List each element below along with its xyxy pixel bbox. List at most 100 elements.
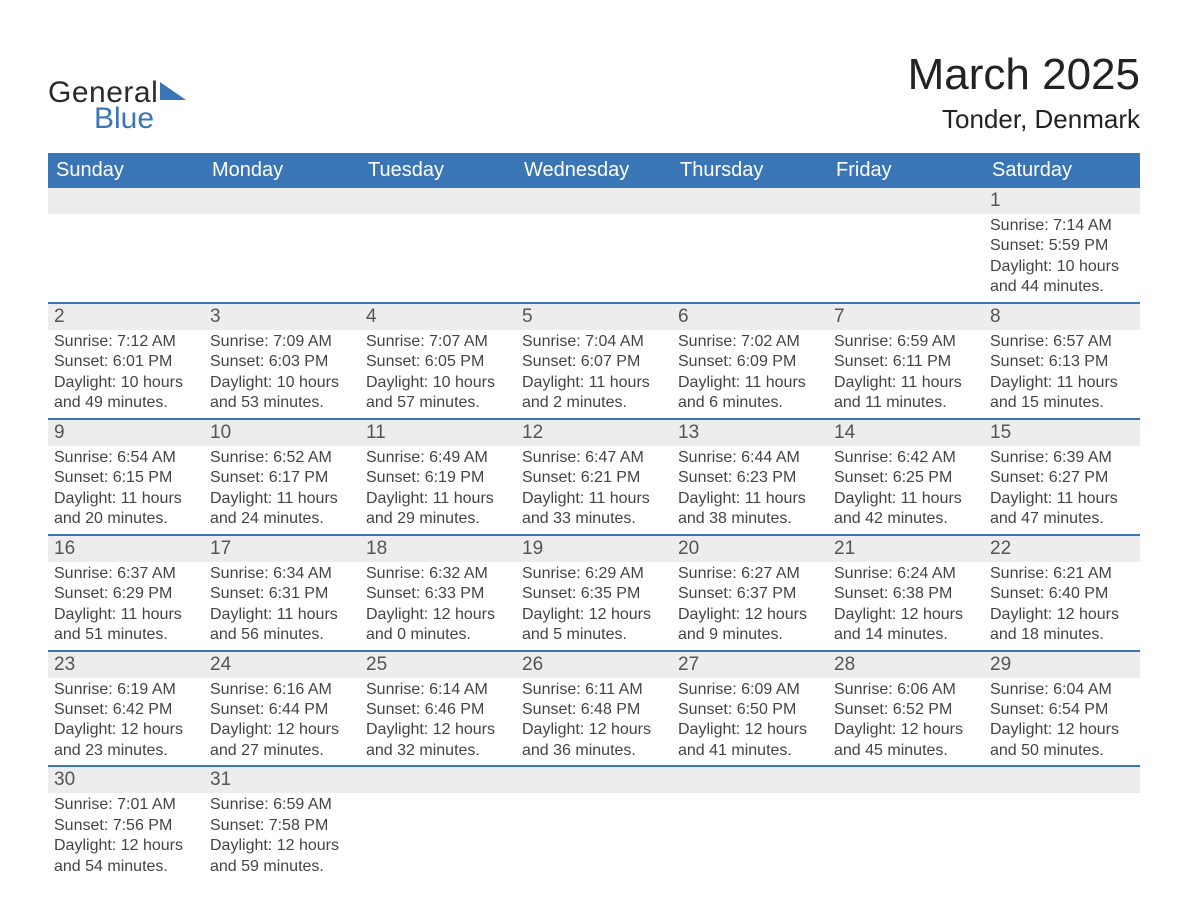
day-number: 2: [48, 304, 204, 330]
sunrise-text: Sunrise: 6:52 AM: [210, 448, 354, 468]
day-number: [828, 188, 984, 214]
day-number: 6: [672, 304, 828, 330]
day-number: 31: [204, 767, 360, 793]
day-cell: 11Sunrise: 6:49 AMSunset: 6:19 PMDayligh…: [360, 420, 516, 534]
day-details: Sunrise: 6:59 AMSunset: 7:58 PMDaylight:…: [204, 793, 360, 881]
day-number: 19: [516, 536, 672, 562]
day-number: 7: [828, 304, 984, 330]
day-details: [48, 214, 204, 220]
day-cell: 31Sunrise: 6:59 AMSunset: 7:58 PMDayligh…: [204, 767, 360, 881]
day-number: 12: [516, 420, 672, 446]
sunrise-text: Sunrise: 6:06 AM: [834, 680, 978, 700]
day-cell: 29Sunrise: 6:04 AMSunset: 6:54 PMDayligh…: [984, 652, 1140, 766]
week-row: 30Sunrise: 7:01 AMSunset: 7:56 PMDayligh…: [48, 765, 1140, 881]
location-label: Tonder, Denmark: [908, 104, 1140, 135]
dow-thursday: Thursday: [672, 153, 828, 188]
day-number: 23: [48, 652, 204, 678]
sunrise-text: Sunrise: 6:47 AM: [522, 448, 666, 468]
day-details: Sunrise: 7:04 AMSunset: 6:07 PMDaylight:…: [516, 330, 672, 418]
dow-friday: Friday: [828, 153, 984, 188]
day-details: Sunrise: 6:21 AMSunset: 6:40 PMDaylight:…: [984, 562, 1140, 650]
sunset-text: Sunset: 6:44 PM: [210, 700, 354, 720]
day-number: [48, 188, 204, 214]
day-number: 1: [984, 188, 1140, 214]
day-cell: 5Sunrise: 7:04 AMSunset: 6:07 PMDaylight…: [516, 304, 672, 418]
sunset-text: Sunset: 5:59 PM: [990, 236, 1134, 256]
day-details: Sunrise: 6:06 AMSunset: 6:52 PMDaylight:…: [828, 678, 984, 766]
day-details: Sunrise: 6:49 AMSunset: 6:19 PMDaylight:…: [360, 446, 516, 534]
sunset-text: Sunset: 6:52 PM: [834, 700, 978, 720]
sunrise-text: Sunrise: 7:09 AM: [210, 332, 354, 352]
daylight-text: Daylight: 11 hours and 15 minutes.: [990, 373, 1134, 414]
sunset-text: Sunset: 6:09 PM: [678, 352, 822, 372]
week-row: 2Sunrise: 7:12 AMSunset: 6:01 PMDaylight…: [48, 302, 1140, 418]
day-cell: 16Sunrise: 6:37 AMSunset: 6:29 PMDayligh…: [48, 536, 204, 650]
day-number: 20: [672, 536, 828, 562]
brand-logo: General Blue: [48, 78, 186, 134]
day-cell: [672, 767, 828, 881]
sunrise-text: Sunrise: 6:42 AM: [834, 448, 978, 468]
daylight-text: Daylight: 11 hours and 51 minutes.: [54, 605, 198, 646]
sunrise-text: Sunrise: 7:07 AM: [366, 332, 510, 352]
daylight-text: Daylight: 12 hours and 18 minutes.: [990, 605, 1134, 646]
day-details: Sunrise: 6:32 AMSunset: 6:33 PMDaylight:…: [360, 562, 516, 650]
sunset-text: Sunset: 6:03 PM: [210, 352, 354, 372]
day-cell: [984, 767, 1140, 881]
daylight-text: Daylight: 12 hours and 27 minutes.: [210, 720, 354, 761]
sunrise-text: Sunrise: 6:16 AM: [210, 680, 354, 700]
sunrise-text: Sunrise: 6:29 AM: [522, 564, 666, 584]
day-cell: [828, 767, 984, 881]
day-number: 16: [48, 536, 204, 562]
day-cell: 26Sunrise: 6:11 AMSunset: 6:48 PMDayligh…: [516, 652, 672, 766]
day-details: [204, 214, 360, 220]
day-number: 29: [984, 652, 1140, 678]
day-cell: [360, 767, 516, 881]
day-details: Sunrise: 6:54 AMSunset: 6:15 PMDaylight:…: [48, 446, 204, 534]
day-cell: 27Sunrise: 6:09 AMSunset: 6:50 PMDayligh…: [672, 652, 828, 766]
day-cell: [516, 188, 672, 302]
week-row: 16Sunrise: 6:37 AMSunset: 6:29 PMDayligh…: [48, 534, 1140, 650]
daylight-text: Daylight: 12 hours and 41 minutes.: [678, 720, 822, 761]
day-number: 9: [48, 420, 204, 446]
sunset-text: Sunset: 6:38 PM: [834, 584, 978, 604]
day-number: 3: [204, 304, 360, 330]
day-cell: 23Sunrise: 6:19 AMSunset: 6:42 PMDayligh…: [48, 652, 204, 766]
day-details: [360, 793, 516, 799]
day-cell: 17Sunrise: 6:34 AMSunset: 6:31 PMDayligh…: [204, 536, 360, 650]
daylight-text: Daylight: 11 hours and 29 minutes.: [366, 489, 510, 530]
day-number: 18: [360, 536, 516, 562]
sunset-text: Sunset: 6:23 PM: [678, 468, 822, 488]
calendar-page: General Blue March 2025 Tonder, Denmark …: [0, 0, 1188, 918]
sunrise-text: Sunrise: 6:57 AM: [990, 332, 1134, 352]
day-cell: 14Sunrise: 6:42 AMSunset: 6:25 PMDayligh…: [828, 420, 984, 534]
day-number: 17: [204, 536, 360, 562]
daylight-text: Daylight: 11 hours and 38 minutes.: [678, 489, 822, 530]
daylight-text: Daylight: 11 hours and 2 minutes.: [522, 373, 666, 414]
day-details: Sunrise: 6:24 AMSunset: 6:38 PMDaylight:…: [828, 562, 984, 650]
day-cell: 9Sunrise: 6:54 AMSunset: 6:15 PMDaylight…: [48, 420, 204, 534]
day-number: 14: [828, 420, 984, 446]
day-details: Sunrise: 6:37 AMSunset: 6:29 PMDaylight:…: [48, 562, 204, 650]
week-row: 23Sunrise: 6:19 AMSunset: 6:42 PMDayligh…: [48, 650, 1140, 766]
day-cell: 4Sunrise: 7:07 AMSunset: 6:05 PMDaylight…: [360, 304, 516, 418]
sunset-text: Sunset: 6:33 PM: [366, 584, 510, 604]
day-number: [204, 188, 360, 214]
daylight-text: Daylight: 12 hours and 36 minutes.: [522, 720, 666, 761]
day-details: Sunrise: 6:47 AMSunset: 6:21 PMDaylight:…: [516, 446, 672, 534]
sunset-text: Sunset: 6:42 PM: [54, 700, 198, 720]
day-details: Sunrise: 6:19 AMSunset: 6:42 PMDaylight:…: [48, 678, 204, 766]
day-details: Sunrise: 6:57 AMSunset: 6:13 PMDaylight:…: [984, 330, 1140, 418]
day-cell: 18Sunrise: 6:32 AMSunset: 6:33 PMDayligh…: [360, 536, 516, 650]
day-number: 24: [204, 652, 360, 678]
day-cell: 12Sunrise: 6:47 AMSunset: 6:21 PMDayligh…: [516, 420, 672, 534]
sunset-text: Sunset: 6:07 PM: [522, 352, 666, 372]
daylight-text: Daylight: 11 hours and 20 minutes.: [54, 489, 198, 530]
sunrise-text: Sunrise: 6:59 AM: [834, 332, 978, 352]
day-cell: [48, 188, 204, 302]
daylight-text: Daylight: 11 hours and 47 minutes.: [990, 489, 1134, 530]
day-number: 21: [828, 536, 984, 562]
sunset-text: Sunset: 6:15 PM: [54, 468, 198, 488]
weeks-container: 1Sunrise: 7:14 AMSunset: 5:59 PMDaylight…: [48, 188, 1140, 881]
day-details: Sunrise: 6:59 AMSunset: 6:11 PMDaylight:…: [828, 330, 984, 418]
sunset-text: Sunset: 6:19 PM: [366, 468, 510, 488]
